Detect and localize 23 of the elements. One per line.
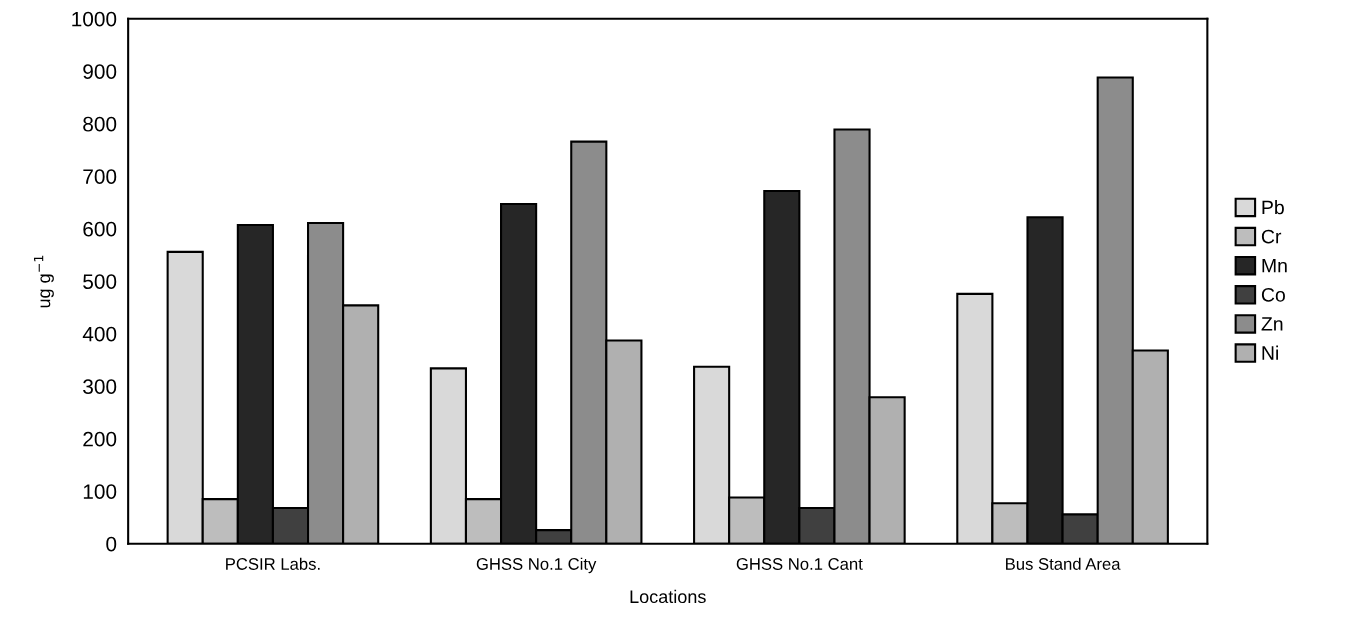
legend-label: Zn <box>1261 317 1283 331</box>
y-tick-label: 0 <box>106 536 117 552</box>
y-tick-label: 100 <box>83 484 117 499</box>
legend-label: Ni <box>1262 345 1278 360</box>
legend-label: Pb <box>1262 200 1284 215</box>
x-tick-label: PCSIR Labs. <box>226 557 320 570</box>
y-axis-title: ug g$^{−1}$ <box>33 255 54 308</box>
legend-label: Co <box>1261 287 1285 302</box>
y-tick-label: 400 <box>82 326 117 342</box>
y-tick-label: 800 <box>83 116 117 132</box>
x-tick-label: GHSS No.1 City <box>476 557 597 574</box>
y-tick-label: 700 <box>83 169 117 184</box>
x-tick-label: GHSS No.1 Cant <box>736 558 863 570</box>
y-tick-label: 200 <box>83 431 117 447</box>
y-tick-label: 900 <box>83 64 117 79</box>
x-axis-title: Locations <box>630 589 706 604</box>
x-tick-label: Bus Stand Area <box>1006 557 1121 570</box>
legend-label: Cr <box>1261 229 1282 244</box>
y-tick-label: 300 <box>83 379 117 394</box>
legend-label: Mn <box>1262 258 1287 273</box>
y-tick-label: 1000 <box>72 11 117 27</box>
y-tick-label: 600 <box>83 221 117 237</box>
y-tick-label: 500 <box>83 274 117 289</box>
